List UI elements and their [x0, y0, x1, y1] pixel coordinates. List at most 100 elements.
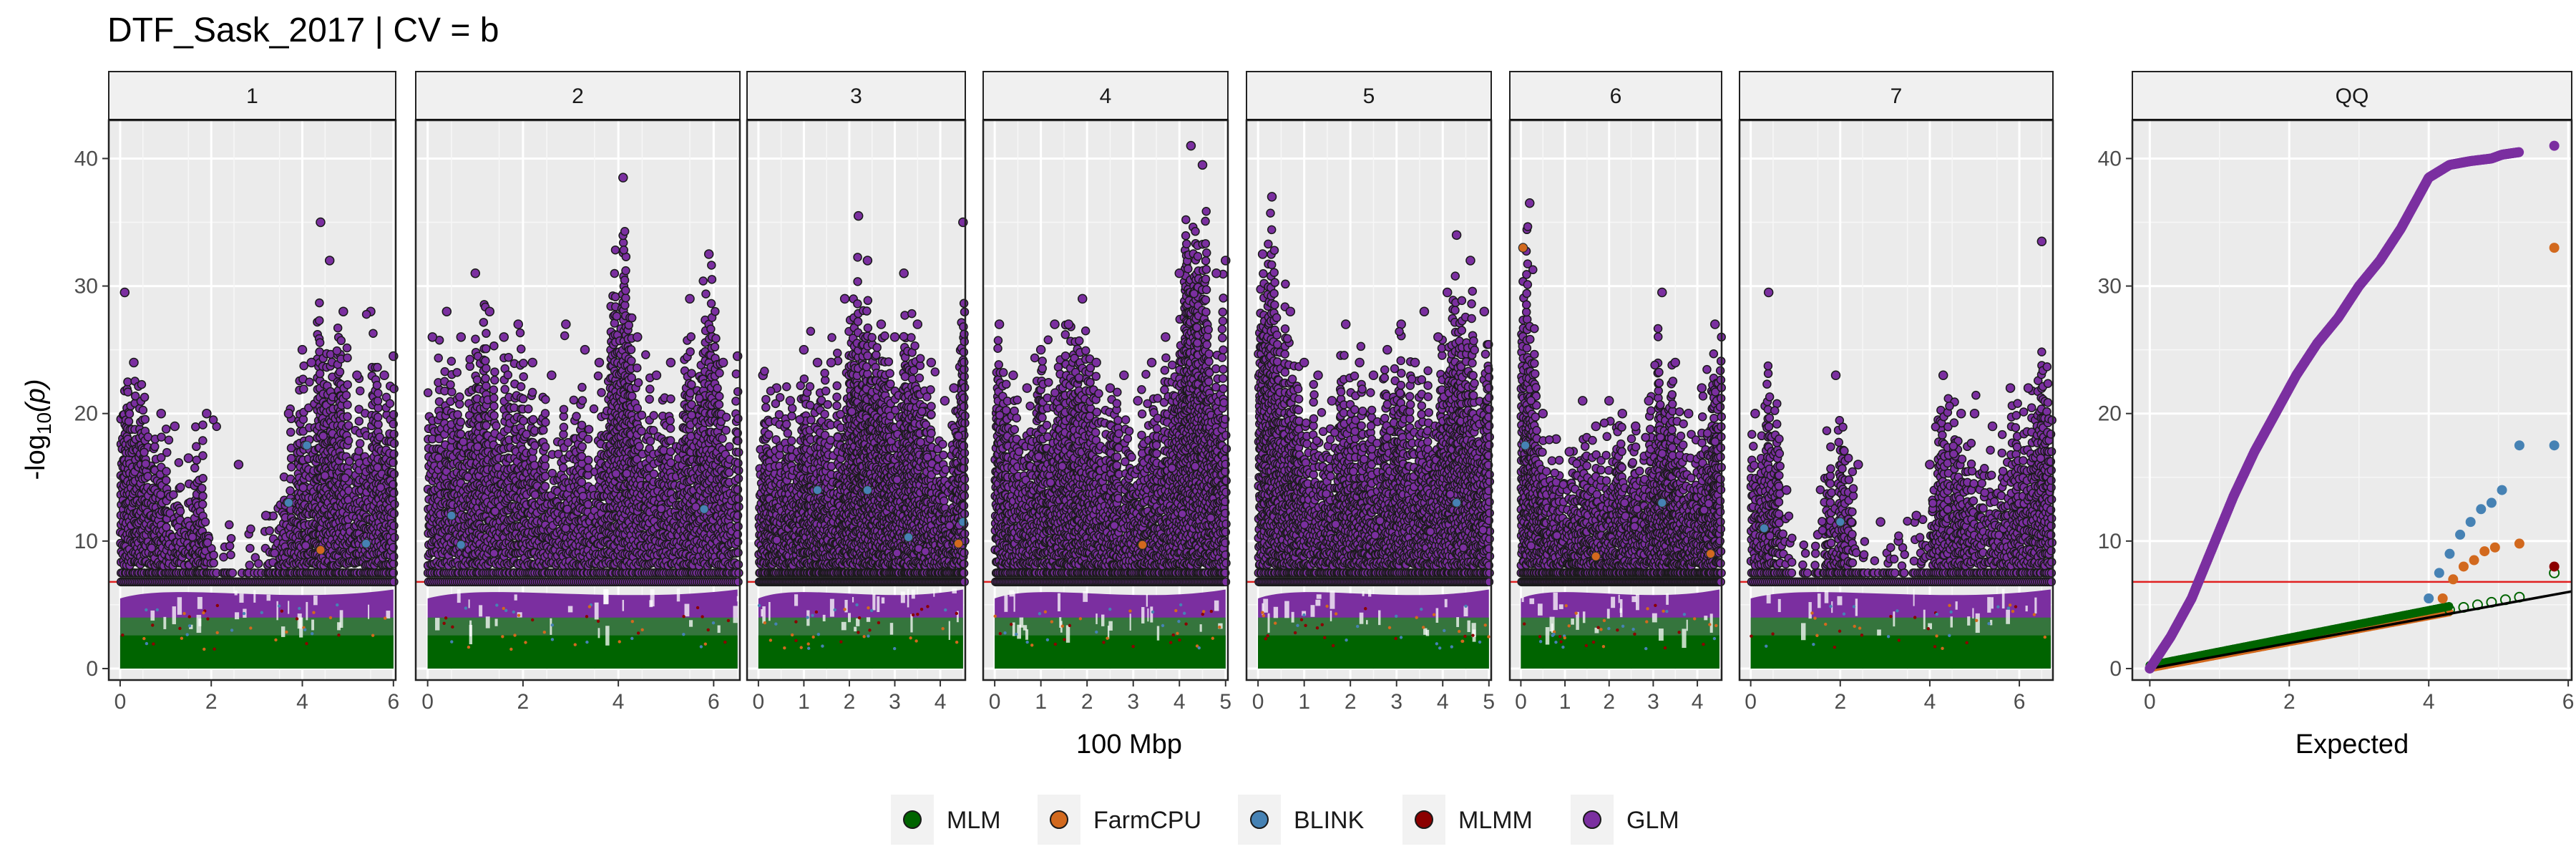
- glm-point: [245, 560, 255, 570]
- band-speckle: [955, 641, 959, 644]
- band-speckle: [892, 646, 897, 651]
- glm-point: [577, 420, 587, 430]
- x-tick-label: 2: [205, 690, 218, 714]
- band-speckle: [215, 603, 220, 608]
- band-speckle: [821, 644, 824, 648]
- band-gap: [948, 621, 950, 640]
- band-gap: [676, 588, 680, 602]
- manhattan-panel-chr-1: 10 2 4 6: [107, 71, 399, 714]
- glm-point: [627, 373, 636, 382]
- x-tick-label: 4: [613, 690, 625, 714]
- band-speckle: [305, 641, 308, 646]
- glm-point: [637, 427, 646, 436]
- glm-peak-point: [484, 306, 495, 316]
- glm-point: [490, 375, 499, 385]
- glm-point: [637, 410, 647, 420]
- glm-point: [519, 416, 528, 426]
- glm-point: [299, 361, 308, 371]
- glm-point: [225, 520, 234, 530]
- glm-point: [138, 405, 148, 415]
- band-speckle: [550, 638, 555, 641]
- glm-point: [540, 442, 550, 452]
- x-tick-label: 2: [517, 690, 530, 714]
- glm-point: [787, 436, 796, 446]
- glm-point: [783, 429, 793, 438]
- band-gap: [900, 591, 905, 603]
- band-gap: [688, 620, 693, 627]
- band-speckle: [277, 604, 281, 608]
- glm-point: [390, 500, 399, 509]
- mlm-band: [758, 635, 963, 669]
- glm-peak-point: [297, 344, 308, 355]
- glm-point: [305, 377, 314, 387]
- glm-point: [246, 524, 255, 534]
- glm-point: [611, 469, 621, 479]
- glm-peak-point: [561, 319, 571, 329]
- glm-point: [721, 425, 731, 435]
- glm-point: [481, 344, 491, 354]
- glm-point: [147, 543, 157, 553]
- band-speckle: [295, 617, 299, 621]
- glm-point: [621, 266, 630, 276]
- band-speckle: [121, 633, 125, 637]
- strip-label-chr-2: 2: [572, 84, 584, 108]
- band-speckle: [501, 635, 504, 639]
- band-speckle: [573, 643, 577, 646]
- glm-point: [423, 388, 433, 397]
- glm-point: [209, 550, 218, 560]
- glm-point: [197, 483, 207, 493]
- band-gap: [761, 609, 763, 617]
- glm-point: [208, 415, 218, 424]
- glm-peak-point: [618, 173, 628, 183]
- glm-point: [500, 384, 509, 394]
- band-gap: [605, 626, 610, 646]
- band-gap: [235, 612, 240, 620]
- band-gap: [276, 601, 278, 621]
- glm-point: [706, 324, 716, 334]
- glm-peak-point: [470, 268, 481, 278]
- band-speckle: [524, 641, 527, 644]
- glm-point: [489, 393, 499, 403]
- glm-point: [123, 387, 133, 397]
- glm-peak-point: [170, 421, 180, 432]
- band-gap: [313, 595, 318, 606]
- glm-point: [583, 500, 593, 509]
- glm-point: [489, 385, 499, 394]
- glm-point: [764, 430, 774, 440]
- glm-point: [515, 328, 525, 338]
- band-gap: [603, 589, 608, 605]
- glm-point: [734, 447, 743, 457]
- glm-peak-point: [718, 357, 728, 368]
- band-speckle: [682, 632, 686, 636]
- band-speckle: [337, 634, 341, 637]
- band-speckle: [857, 631, 860, 634]
- band-speckle: [763, 621, 767, 625]
- glm-point: [560, 331, 570, 341]
- band-gap: [198, 618, 202, 626]
- glm-point: [198, 436, 208, 445]
- glm-point: [530, 490, 540, 500]
- glm-point: [503, 370, 513, 380]
- glm-point: [694, 394, 704, 403]
- band-gap: [494, 618, 498, 626]
- band-speckle: [249, 626, 253, 630]
- glm-point: [452, 368, 462, 377]
- glm-point: [225, 541, 235, 551]
- glm-point: [389, 509, 399, 518]
- band-gap: [197, 596, 203, 609]
- glm-point: [479, 318, 489, 327]
- glm-point: [666, 394, 675, 404]
- glm-point: [373, 362, 382, 372]
- sig-point-blink: [283, 498, 293, 508]
- glm-point: [781, 419, 791, 430]
- glm-point: [578, 492, 588, 501]
- glm-point: [374, 419, 383, 430]
- band-speckle: [203, 647, 206, 651]
- glm-point: [459, 437, 468, 447]
- sig-point-blink: [447, 510, 457, 520]
- glm-point: [665, 416, 675, 425]
- sig-point-blink: [302, 440, 312, 450]
- band-speckle: [285, 630, 288, 634]
- glm-point: [559, 422, 569, 432]
- glm-point: [624, 321, 633, 330]
